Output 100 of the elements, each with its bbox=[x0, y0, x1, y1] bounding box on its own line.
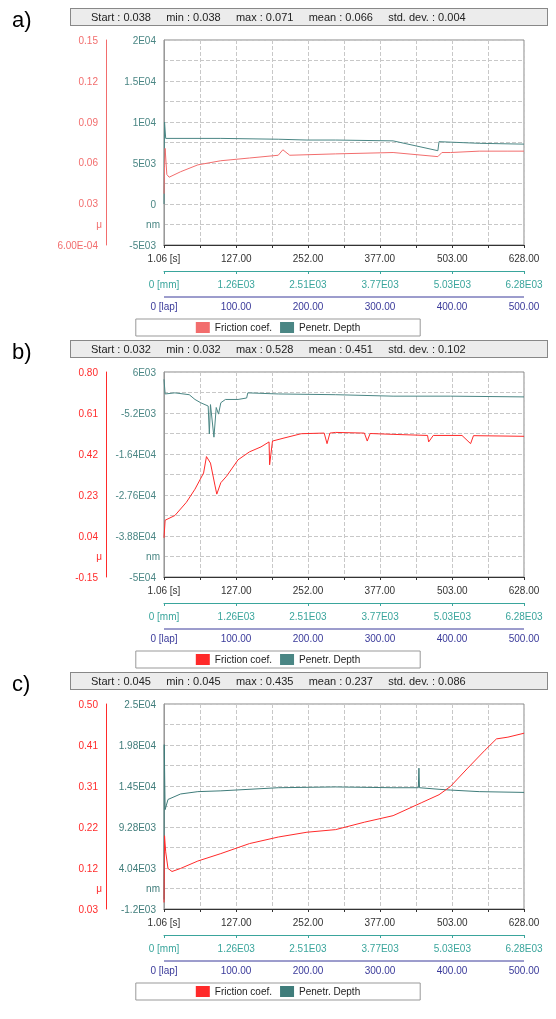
y-tick-label: 0.03 bbox=[78, 198, 99, 210]
y-tick-label: 0.50 bbox=[78, 698, 99, 710]
text: 0 [lap] bbox=[150, 964, 178, 976]
chart-subtitle: Start : 0.038 min : 0.038 max : 0.071 mean : 0.066 std. dev. : 0.004 bbox=[70, 8, 548, 26]
y-axis-title: μ bbox=[96, 551, 103, 562]
line-series bbox=[163, 147, 525, 195]
y-tick-label: 0.31 bbox=[78, 780, 99, 792]
y2-tick-label: 2.5E04 bbox=[124, 698, 157, 710]
y-tick-label: 0.61 bbox=[78, 407, 99, 419]
x-tick-label: 628.00 bbox=[508, 252, 540, 264]
x2-tick-label: 2.51E03 bbox=[289, 610, 327, 622]
x2-tick-label: 1.26E03 bbox=[217, 942, 256, 954]
text: 0 [lap] bbox=[150, 300, 178, 312]
x-tick-label: 1.06 [s] bbox=[147, 252, 181, 264]
y2-tick-label: -1.2E03 bbox=[120, 903, 157, 915]
y2-axis-title: nm bbox=[146, 219, 160, 230]
y-tick-label: 0.42 bbox=[78, 448, 99, 460]
y-tick-label: 0.41 bbox=[78, 739, 99, 751]
y2-tick-label: -1.64E04 bbox=[115, 448, 157, 460]
line-series bbox=[163, 378, 525, 438]
text: 0 [lap] bbox=[150, 632, 178, 644]
x2-tick-label: 6.28E03 bbox=[505, 610, 544, 622]
x2-tick-label: 6.28E03 bbox=[505, 278, 544, 290]
y2-axis-title: nm bbox=[146, 551, 160, 562]
line-series bbox=[163, 121, 525, 205]
y2-tick-label: -5E04 bbox=[129, 571, 157, 583]
y-tick-label: 0.04 bbox=[78, 530, 99, 542]
x2-tick-label: 5.03E03 bbox=[433, 278, 472, 290]
x-tick-label: 252.00 bbox=[292, 252, 324, 264]
x-tick-label: 252.00 bbox=[292, 584, 324, 596]
legend-label: Penetr. Depth bbox=[299, 986, 361, 997]
x-tick-label: 503.00 bbox=[436, 252, 468, 264]
x-tick-label: 377.00 bbox=[364, 916, 396, 928]
text: 200.00 bbox=[292, 300, 324, 312]
legend-label: Penetr. Depth bbox=[299, 654, 361, 665]
text: 500.00 bbox=[508, 964, 540, 976]
y-tick-label: 0.23 bbox=[78, 489, 99, 501]
legend-label: Friction coef. bbox=[214, 986, 273, 997]
x-tick-label: 127.00 bbox=[221, 252, 253, 264]
y2-tick-label: 1.45E04 bbox=[118, 780, 157, 792]
x-tick-label: 628.00 bbox=[508, 916, 540, 928]
y-tick-label: 0.80 bbox=[78, 366, 99, 378]
x-tick-label: 503.00 bbox=[436, 584, 468, 596]
text: 100.00 bbox=[220, 964, 252, 976]
y-tick-label: 6.00E-04 bbox=[57, 239, 99, 251]
x-tick-label: 127.00 bbox=[221, 584, 253, 596]
text: 100.00 bbox=[220, 632, 252, 644]
y2-tick-label: -5.2E03 bbox=[120, 407, 157, 419]
x-tick-label: 377.00 bbox=[364, 584, 396, 596]
y2-tick-label: 6E03 bbox=[132, 366, 157, 378]
y2-tick-label: 1E04 bbox=[132, 116, 157, 128]
y2-tick-label: 4.04E03 bbox=[118, 862, 157, 874]
chart-subtitle: Start : 0.032 min : 0.032 max : 0.528 mean : 0.451 std. dev. : 0.102 bbox=[70, 340, 548, 358]
y2-tick-label: 9.28E03 bbox=[118, 821, 157, 833]
text: 300.00 bbox=[364, 300, 396, 312]
y2-tick-label: -2.76E04 bbox=[115, 489, 157, 501]
y-axis-title: μ bbox=[96, 219, 103, 230]
x2-tick-label: 1.26E03 bbox=[217, 610, 256, 622]
text: 100.00 bbox=[220, 300, 252, 312]
x2-tick-label: 2.51E03 bbox=[289, 278, 327, 290]
x2-tick-label: 2.51E03 bbox=[289, 942, 327, 954]
y-tick-label: 0.12 bbox=[78, 862, 99, 874]
x-tick-label: 252.00 bbox=[292, 916, 324, 928]
legend-label: Penetr. Depth bbox=[299, 322, 361, 333]
text: 200.00 bbox=[292, 964, 324, 976]
chart-title: c) bbox=[11, 671, 32, 696]
y2-tick-label: 1.98E04 bbox=[118, 739, 157, 751]
text: 500.00 bbox=[508, 632, 540, 644]
x-tick-label: 628.00 bbox=[508, 584, 540, 596]
x-tick-label: 1.06 [s] bbox=[147, 584, 181, 596]
y2-tick-label: 0 bbox=[150, 198, 157, 210]
text: 400.00 bbox=[436, 964, 468, 976]
y-axis-title: μ bbox=[96, 883, 103, 894]
x2-tick-label: 3.77E03 bbox=[361, 278, 400, 290]
line-series bbox=[163, 431, 525, 539]
y-tick-label: 0.22 bbox=[78, 821, 99, 833]
x-tick-label: 1.06 [s] bbox=[147, 916, 181, 928]
chart-title: b) bbox=[11, 339, 33, 364]
text: 200.00 bbox=[292, 632, 324, 644]
y2-tick-label: 1.5E04 bbox=[124, 75, 157, 87]
x2-tick-label: 3.77E03 bbox=[361, 610, 400, 622]
x-tick-label: 377.00 bbox=[364, 252, 396, 264]
x2-tick-label: 5.03E03 bbox=[433, 610, 472, 622]
x2-tick-label: 5.03E03 bbox=[433, 942, 472, 954]
y2-tick-label: -3.88E04 bbox=[115, 530, 157, 542]
chart-title: a) bbox=[11, 7, 33, 32]
text: 500.00 bbox=[508, 300, 540, 312]
y2-axis-title: nm bbox=[146, 883, 160, 894]
x2-tick-label: 0 [mm] bbox=[148, 942, 180, 954]
y2-tick-label: -5E03 bbox=[129, 239, 157, 251]
x2-tick-label: 3.77E03 bbox=[361, 942, 400, 954]
text: 300.00 bbox=[364, 964, 396, 976]
y2-tick-label: 2E04 bbox=[132, 34, 157, 46]
text: 400.00 bbox=[436, 632, 468, 644]
y-tick-label: 0.12 bbox=[78, 75, 99, 87]
x-tick-label: 503.00 bbox=[436, 916, 468, 928]
x-tick-label: 127.00 bbox=[221, 916, 253, 928]
chart-subtitle: Start : 0.045 min : 0.045 max : 0.435 mean : 0.237 std. dev. : 0.086 bbox=[70, 672, 548, 690]
y2-tick-label: 5E03 bbox=[132, 157, 157, 169]
y-tick-label: 0.09 bbox=[78, 116, 99, 128]
